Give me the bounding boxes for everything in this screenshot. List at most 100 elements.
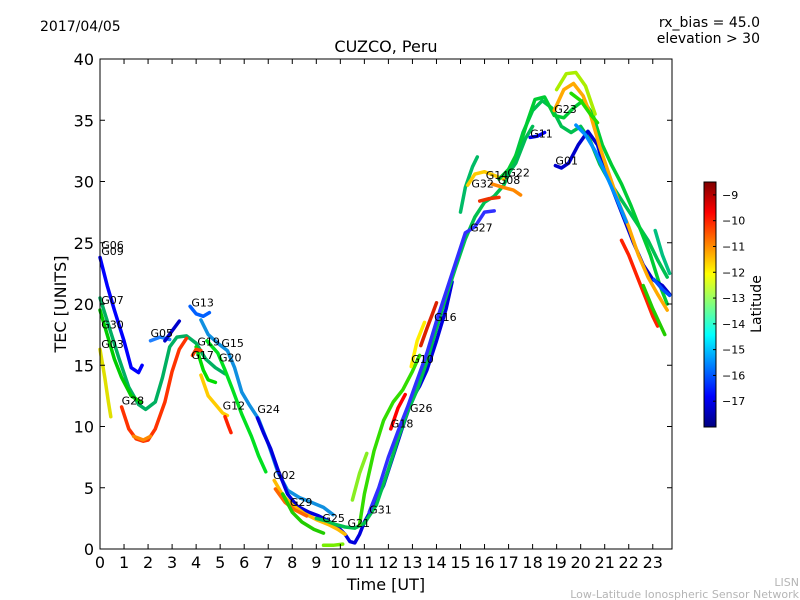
- satellite-label-G10: G10: [411, 353, 434, 366]
- series-trace-26: [409, 320, 427, 369]
- x-tick-label-13: 13: [402, 553, 422, 572]
- y-tick-label-2: 10: [74, 418, 94, 437]
- series-trace-3: [98, 347, 113, 419]
- satellite-label-G15: G15: [221, 337, 244, 350]
- series-trace-35: [552, 81, 669, 312]
- series-trace-32: [504, 124, 535, 179]
- series-trace-14: [190, 347, 203, 358]
- satellite-label-G28: G28: [122, 394, 145, 407]
- y-axis-ticks: 0 5 10 15 20 25 30 35 40: [74, 50, 672, 559]
- series-trace-29: [477, 195, 501, 203]
- satellite-label-G01: G01: [555, 154, 578, 167]
- satellite-label-G12: G12: [223, 399, 246, 412]
- rx-bias-annotation: rx_bias = 45.0: [659, 15, 760, 31]
- colorbar-tick-label-6: −15: [722, 344, 745, 357]
- satellite-label-G06: G06: [101, 239, 124, 252]
- x-tick-label-7: 7: [263, 553, 273, 572]
- series-trace-11: [205, 339, 268, 474]
- x-tick-label-5: 5: [215, 553, 225, 572]
- colorbar-tick-label-1: −10: [722, 215, 745, 228]
- colorbar-tick-label-5: −14: [722, 318, 745, 331]
- satellite-label-G22: G22: [507, 167, 530, 180]
- footer-network: Low-Latitude Ionospheric Sensor Network: [570, 588, 799, 600]
- colorbar-tick-label-0: −9: [722, 189, 738, 202]
- y-tick-label-3: 15: [74, 356, 94, 375]
- series-trace-19: [321, 542, 345, 548]
- series-trace-4: [119, 336, 189, 443]
- x-tick-label-6: 6: [239, 553, 249, 572]
- series-trace-28: [465, 169, 506, 187]
- series-trace-5: [131, 434, 153, 442]
- series-trace-27: [458, 155, 480, 214]
- y-tick-label-4: 20: [74, 295, 94, 314]
- satellite-label-G11: G11: [530, 127, 553, 140]
- y-tick-label-7: 35: [74, 111, 94, 130]
- x-tick-label-15: 15: [450, 553, 470, 572]
- y-tick-label-1: 5: [84, 479, 94, 498]
- series-trace-23: [367, 209, 496, 515]
- satellite-label-G18: G18: [391, 418, 414, 431]
- x-axis-ticks: 0 1 2 3 4 5 6 7 8 9 10 11 12 13 14 15 16 17 18 19 20 21 22 23: [95, 59, 663, 572]
- x-axis-label: Time [UT]: [346, 575, 425, 594]
- series-trace-25: [419, 301, 439, 348]
- satellite-label-G29: G29: [290, 496, 313, 509]
- series-trace-8: [188, 304, 212, 319]
- satellite-label-G24: G24: [257, 403, 280, 416]
- colorbar-tick-label-4: −13: [722, 292, 745, 305]
- x-tick-label-21: 21: [595, 553, 615, 572]
- satellite-label-G19: G19: [197, 336, 220, 349]
- chart-title: CUZCO, Peru: [334, 37, 437, 56]
- series-trace-20: [314, 98, 669, 530]
- y-tick-label-0: 0: [84, 540, 94, 559]
- series-trace-38: [574, 123, 629, 224]
- satellite-label-G31: G31: [369, 503, 392, 516]
- satellite-label-G17: G17: [191, 349, 214, 362]
- x-tick-label-4: 4: [191, 553, 201, 572]
- colorbar-tick-label-2: −11: [722, 240, 745, 253]
- series-trace-33: [528, 130, 547, 140]
- x-tick-label-1: 1: [119, 553, 129, 572]
- x-tick-label-3: 3: [167, 553, 177, 572]
- chart-date: 2017/04/05: [40, 19, 121, 35]
- satellite-label-G07: G07: [101, 294, 124, 307]
- series-trace-1: [98, 296, 227, 412]
- series-trace-30: [489, 182, 523, 197]
- satellite-label-G16: G16: [434, 311, 457, 324]
- series-trace-31: [497, 95, 669, 306]
- plot-series: [98, 70, 672, 548]
- series-trace-2: [98, 308, 143, 404]
- series-trace-39: [619, 238, 660, 328]
- series-trace-18: [280, 492, 326, 535]
- y-axis-label: TEC [UNITS]: [51, 256, 70, 354]
- series-trace-7: [163, 319, 182, 343]
- colorbar-tick-label-8: −17: [722, 395, 745, 408]
- satellite-label-G26: G26: [410, 402, 433, 415]
- x-tick-label-14: 14: [426, 553, 446, 572]
- satellite-label-G13: G13: [191, 296, 214, 309]
- x-tick-label-16: 16: [474, 553, 494, 572]
- x-tick-label-12: 12: [378, 553, 398, 572]
- series-trace-42: [641, 283, 667, 337]
- series-trace-22: [350, 451, 369, 502]
- colorbar-tick-label-7: −16: [722, 369, 745, 382]
- footer-brand: LISN: [774, 576, 799, 589]
- x-tick-label-18: 18: [522, 553, 542, 572]
- x-tick-label-0: 0: [95, 553, 105, 572]
- satellite-label-G08: G08: [498, 174, 521, 187]
- y-tick-label-5: 25: [74, 234, 94, 253]
- series-trace-12: [199, 373, 230, 418]
- colorbar-label: Latitude: [749, 275, 765, 333]
- satellite-label-G25: G25: [322, 512, 345, 525]
- satellite-label-G20: G20: [219, 352, 242, 365]
- satellite-label-G02: G02: [273, 469, 296, 482]
- satellite-label-G32: G32: [471, 178, 494, 191]
- colorbar-tick-label-3: −12: [722, 266, 745, 279]
- x-tick-label-20: 20: [570, 553, 590, 572]
- satellite-label-G05: G05: [150, 327, 173, 340]
- x-tick-label-17: 17: [498, 553, 518, 572]
- series-trace-37: [569, 91, 600, 125]
- satellite-label-G09: G09: [101, 245, 124, 258]
- x-tick-label-23: 23: [643, 553, 663, 572]
